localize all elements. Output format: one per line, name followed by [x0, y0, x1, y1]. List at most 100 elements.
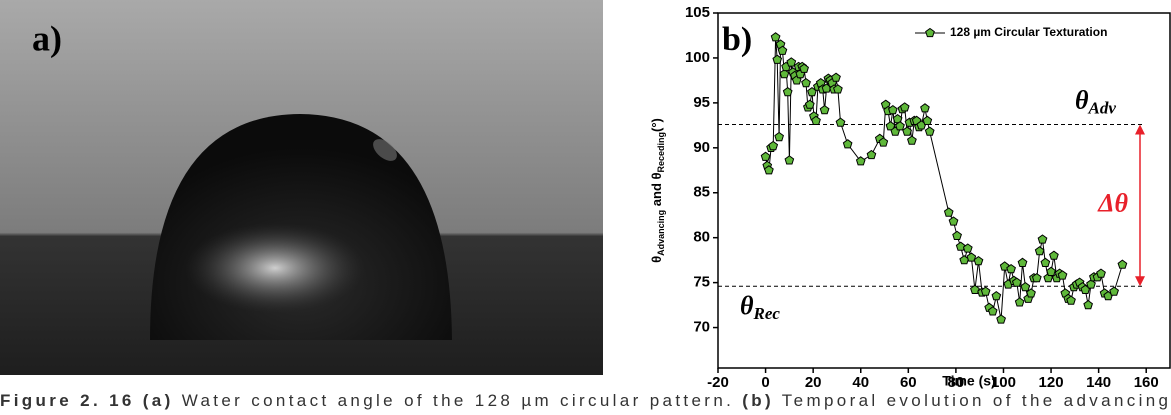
chart: -20 0 20 40 60 80 100 120 140 160 70 75 80 85 90 95 100 1…	[649, 4, 1171, 391]
data-point	[811, 115, 821, 125]
droplet-reflection	[185, 223, 365, 313]
data-point	[801, 77, 811, 88]
caption: Figure 2. 16 (a) Water contact angle of …	[0, 391, 1168, 410]
data-point	[991, 290, 1002, 301]
photo: a)	[0, 0, 603, 375]
reference-subscript: Rec	[753, 304, 781, 323]
data-point	[1014, 297, 1025, 307]
y-tick-label: 85	[693, 184, 710, 201]
data-point	[842, 139, 853, 149]
difference-label: Δθ	[1097, 188, 1128, 217]
reference-label: θAdv	[1075, 85, 1116, 117]
panel-label: b)	[722, 21, 752, 58]
y-tick-label: 95	[693, 94, 710, 111]
data-point	[1006, 263, 1016, 274]
data-point	[1066, 295, 1076, 305]
data-point	[779, 68, 790, 79]
y-axis-label: θAdvancing and θReceding(°)	[649, 118, 666, 263]
data-point	[777, 45, 788, 55]
data-point	[799, 63, 809, 73]
y-axis-label-part: Receding	[656, 132, 666, 173]
reference-subscript: Adv	[1088, 98, 1117, 117]
y-axis-label-part: (°)	[649, 118, 664, 132]
data-point	[760, 151, 771, 161]
data-point	[764, 165, 774, 175]
y-axis-label-part: θ	[649, 256, 664, 263]
data-point	[1096, 268, 1106, 278]
data-point	[962, 243, 973, 253]
data-point	[1057, 270, 1068, 280]
data-point	[892, 113, 903, 124]
x-tick-label: 20	[805, 374, 822, 391]
data-point	[907, 135, 917, 145]
x-tick-label: 140	[1086, 374, 1111, 391]
reference-label: θRec	[740, 291, 780, 323]
data-point	[1040, 257, 1051, 267]
reference-symbol: θ	[1075, 85, 1089, 114]
arrow-head	[1135, 276, 1145, 287]
data-point	[948, 216, 959, 226]
data-point	[1031, 272, 1042, 283]
data-point	[895, 121, 905, 131]
y-tick-label: 75	[693, 274, 710, 291]
y-axis-label-part: Advancing	[656, 210, 666, 256]
data-point	[966, 252, 977, 262]
data-point	[885, 121, 896, 131]
data-point	[1037, 234, 1048, 244]
x-tick-label: 60	[900, 374, 917, 391]
data-point	[902, 126, 912, 136]
data-point	[955, 241, 966, 251]
droplet-highlight	[373, 139, 397, 161]
data-point	[1083, 299, 1093, 310]
caption-part: Water contact angle of the 128 µm circul…	[174, 391, 739, 410]
data-point	[980, 286, 991, 296]
data-point	[1017, 257, 1028, 267]
data-point	[804, 99, 815, 109]
data-point	[1086, 279, 1096, 289]
data-point	[888, 104, 898, 115]
data-point	[1049, 250, 1059, 260]
data-point	[924, 126, 935, 136]
data-point	[1117, 259, 1128, 269]
data-point	[786, 57, 797, 67]
data-point	[920, 103, 930, 113]
x-tick-label: 0	[761, 374, 769, 391]
data-point	[831, 72, 841, 82]
caption-part: Figure 2. 16 (a)	[0, 391, 170, 410]
data-point	[770, 32, 781, 42]
x-tick-label: 120	[1039, 374, 1064, 391]
x-tick-label: 40	[852, 374, 869, 391]
data-point	[1109, 286, 1119, 296]
data-point	[1034, 246, 1045, 256]
data-point	[1026, 288, 1036, 298]
data-point	[878, 137, 889, 147]
data-point	[774, 131, 784, 142]
data-point	[1011, 277, 1022, 287]
data-point	[987, 306, 998, 316]
data-point	[973, 255, 984, 266]
y-tick-label: 80	[693, 229, 710, 246]
x-axis-label: Time (s)	[942, 373, 995, 389]
data-point	[855, 156, 866, 166]
panel-label: a)	[32, 18, 62, 58]
y-tick-label: 70	[693, 319, 710, 336]
data-point	[899, 102, 910, 112]
data-point	[1020, 281, 1031, 292]
x-tick-label: 160	[1134, 374, 1159, 391]
data-point	[772, 54, 783, 64]
data-point	[970, 284, 980, 294]
legend-marker	[925, 27, 935, 38]
y-tick-label: 105	[685, 4, 710, 21]
y-axis-label-part: and θ	[649, 172, 664, 209]
arrow-head	[1135, 124, 1145, 135]
data-point	[1046, 266, 1056, 276]
caption-part: Temporal evolution of the advancing	[774, 391, 1168, 410]
x-tick-label: 80	[948, 374, 965, 391]
data-point	[782, 86, 793, 97]
data-point	[784, 155, 795, 165]
y-tick-label: 90	[693, 139, 710, 156]
x-tick-label: 100	[991, 374, 1016, 391]
data-point	[819, 104, 830, 115]
data-point	[866, 149, 877, 160]
